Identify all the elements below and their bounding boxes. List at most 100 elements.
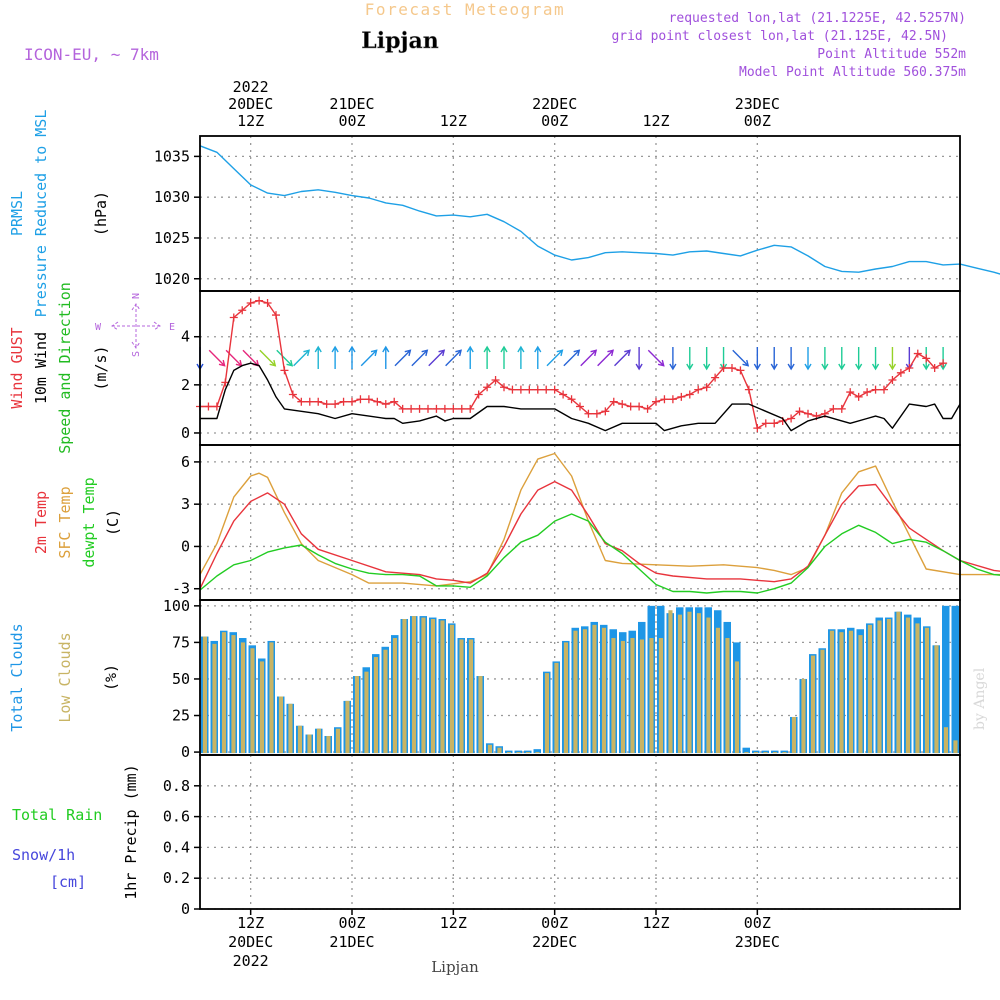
wind-arrow-head — [686, 363, 694, 371]
low-clouds-bar — [554, 662, 559, 754]
low-clouds-bar — [677, 614, 683, 754]
y-tick-label: 0.6 — [163, 808, 190, 826]
wind-arrow-head — [455, 349, 462, 357]
low-clouds-bar — [886, 619, 892, 754]
precip-legend-label: [cm] — [50, 873, 86, 891]
wind-direction-arrow — [445, 349, 462, 367]
low-clouds-bar — [658, 638, 664, 754]
gust-marker — [744, 385, 753, 394]
gust-marker — [288, 390, 297, 399]
gust-marker — [516, 385, 525, 394]
gust-marker — [449, 404, 458, 413]
gust-marker — [339, 397, 348, 406]
total-clouds-bar — [524, 750, 532, 754]
low-clouds-bar — [630, 638, 635, 754]
panel-axis-label: (m/s) — [92, 345, 110, 390]
panel-wind: 0 2 4 Wind GUST 10m Wind Speed and Direction (… — [8, 282, 961, 454]
gust-marker — [466, 404, 475, 413]
gust-marker — [736, 366, 745, 375]
low-clouds-bar — [772, 752, 778, 754]
gust-marker — [533, 385, 542, 394]
bottom-tick-label: 00Z — [338, 914, 365, 932]
gust-marker — [356, 395, 365, 404]
top-tick-label: 00Z — [744, 112, 771, 130]
requested-coordinates: requested lon,lat (21.1225E, 42.5257N) — [669, 11, 966, 26]
gust-marker — [263, 299, 272, 308]
gust-marker — [204, 402, 213, 411]
gust-marker — [398, 404, 407, 413]
y-tick-label: 6 — [181, 453, 190, 471]
low-clouds-bar — [915, 623, 920, 754]
low-clouds-bar — [791, 716, 797, 754]
wind-direction-arrow — [647, 349, 665, 367]
low-clouds-bar — [231, 635, 236, 754]
low-clouds-bar — [573, 630, 578, 754]
wind-direction-arrow — [208, 349, 226, 367]
wind-arrow-head — [483, 345, 491, 353]
wind-arrow-head — [624, 349, 631, 357]
y-tick-label: 1035 — [154, 147, 190, 165]
wind-arrow-head — [888, 363, 897, 371]
gust-marker — [314, 397, 323, 406]
gust-marker — [871, 385, 880, 394]
wind-arrow-head — [821, 363, 829, 371]
gust-marker — [432, 404, 441, 413]
gust-marker — [525, 385, 534, 394]
panel-axis-label: 10m Wind — [32, 332, 50, 404]
low-clouds-bar — [544, 673, 550, 754]
location-title: Lipjan — [361, 28, 438, 54]
panel-frame — [199, 444, 961, 601]
gust-marker — [719, 364, 728, 372]
top-tick-label: 22DEC — [532, 95, 577, 113]
gust-marker — [424, 404, 432, 413]
wind-direction-arrow — [614, 349, 631, 367]
gust-marker — [888, 376, 897, 385]
gust-marker — [212, 402, 221, 411]
forecast-title: Forecast Meteogram — [365, 0, 565, 19]
gust-marker — [348, 397, 356, 406]
gust-marker — [618, 400, 627, 409]
gust-marker — [635, 402, 644, 411]
gust-marker — [229, 313, 238, 322]
wind-direction-arrow — [411, 349, 428, 367]
low-clouds-bar — [620, 640, 626, 754]
low-clouds-bar — [373, 657, 379, 754]
y-tick-label: 50 — [172, 670, 190, 688]
wind-arrow-head — [939, 363, 947, 371]
low-clouds-bar — [402, 619, 407, 754]
low-clouds-bar — [468, 639, 474, 754]
gust-marker — [246, 299, 255, 308]
low-clouds-bar — [896, 611, 901, 754]
gust-marker — [322, 400, 331, 409]
wind-arrow-head — [382, 345, 390, 353]
gust-marker — [272, 311, 280, 320]
wind-arrow-head — [303, 349, 310, 357]
wind-arrow-head — [517, 345, 525, 353]
low-clouds-bar — [269, 642, 274, 754]
wind-arrow-head — [669, 363, 677, 371]
gust-marker — [846, 388, 855, 397]
gust-marker — [660, 395, 669, 404]
y-tick-label: -3 — [172, 580, 190, 598]
gust-marker — [652, 397, 660, 406]
wind-arrow-head — [855, 363, 863, 371]
wind-direction-arrow — [242, 349, 259, 367]
dewpt-line — [199, 513, 1000, 594]
top-tick-label: 12Z — [237, 112, 264, 130]
grid-point-coordinates: grid point closest lon,lat (21.125E, 42.… — [611, 29, 948, 44]
bottom-tick-label: 2022 — [233, 952, 269, 970]
gust-marker — [576, 402, 584, 411]
bottom-tick-label: 20DEC — [228, 933, 273, 951]
total-clouds-bar — [514, 750, 522, 754]
low-clouds-bar — [478, 676, 483, 754]
gust-marker — [863, 388, 872, 397]
low-clouds-bar — [782, 752, 787, 754]
bottom-tick-label: 00Z — [744, 914, 771, 932]
gust-marker — [711, 373, 720, 382]
panel-axis-label: Speed and Direction — [56, 282, 74, 454]
low-clouds-bar — [905, 617, 911, 754]
compass-label: S — [131, 351, 142, 357]
gust-marker — [761, 419, 770, 428]
y-tick-label: 0 — [181, 537, 190, 555]
